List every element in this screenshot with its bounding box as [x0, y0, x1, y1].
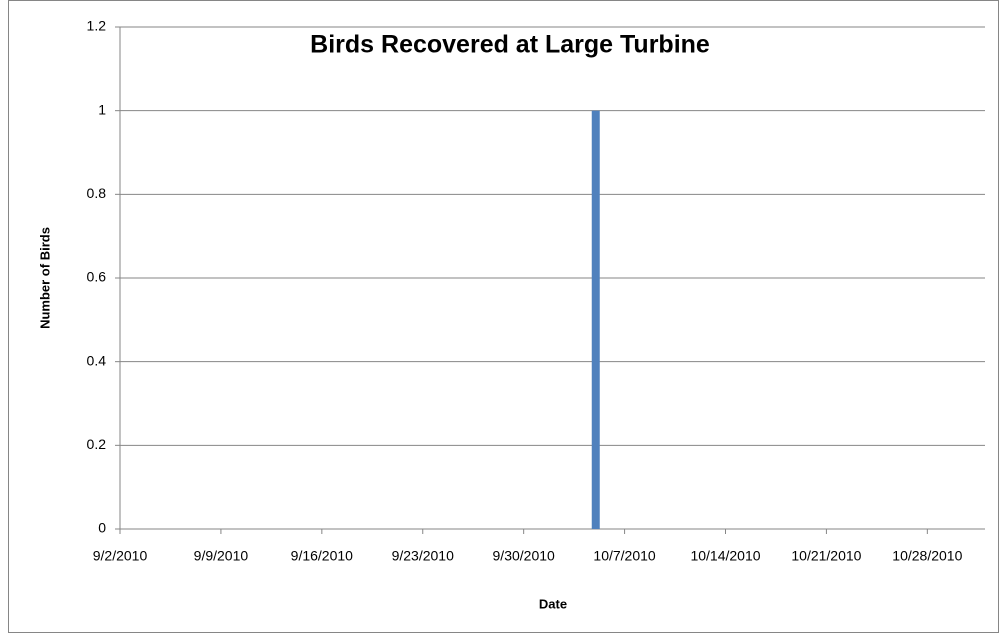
x-tick-label: 9/30/2010 — [493, 548, 555, 564]
chart-border — [8, 0, 999, 633]
y-axis-label: Number of Birds — [37, 227, 52, 329]
y-tick-label: 1.2 — [87, 18, 107, 34]
chart-title: Birds Recovered at Large Turbine — [310, 31, 710, 59]
bar — [591, 110, 600, 530]
y-tick-label: 0.8 — [87, 185, 107, 201]
y-tick-label: 0 — [98, 520, 106, 536]
x-tick-label: 10/7/2010 — [593, 548, 655, 564]
x-axis-label: Date — [539, 596, 567, 611]
x-tick-label: 9/2/2010 — [93, 548, 148, 564]
y-tick-label: 0.4 — [87, 352, 107, 368]
y-tick-label: 1 — [98, 101, 106, 117]
x-tick-label: 9/9/2010 — [194, 548, 249, 564]
y-tick-label: 0.2 — [87, 436, 107, 452]
x-tick-label: 9/16/2010 — [291, 548, 353, 564]
x-tick-label: 10/14/2010 — [690, 548, 760, 564]
y-tick-label: 0.6 — [87, 269, 107, 285]
x-tick-label: 10/28/2010 — [892, 548, 962, 564]
x-tick-label: 9/23/2010 — [392, 548, 454, 564]
x-tick-label: 10/21/2010 — [791, 548, 861, 564]
